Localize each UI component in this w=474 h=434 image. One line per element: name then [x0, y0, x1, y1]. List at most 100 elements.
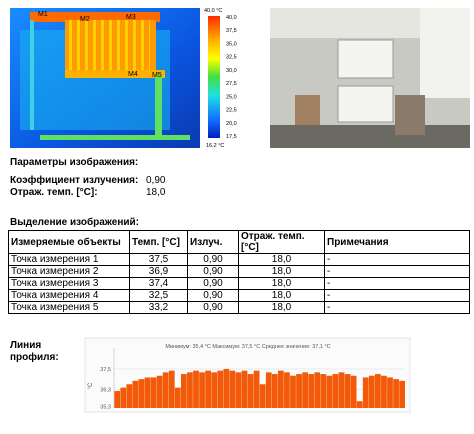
table-cell: 18,0	[238, 289, 325, 302]
bar	[338, 372, 345, 408]
marker-label: M2	[80, 16, 90, 23]
marker-label: M1	[38, 11, 48, 18]
profile-chart: Минимум: 35,4 °C Максимум: 37,5 °C Средн…	[84, 337, 411, 413]
bar	[314, 372, 321, 408]
scale-label: 25,0	[226, 94, 237, 100]
bar	[211, 372, 218, 408]
table-cell: 0,90	[187, 277, 239, 290]
y-tick-label: 36,3	[100, 387, 111, 393]
bar	[284, 372, 290, 408]
section-title: Параметры изображения:	[10, 157, 139, 168]
param-value: 0,90	[146, 175, 166, 186]
table-row: Точка измерения 5 33,2 0,90 18,0-	[8, 301, 470, 314]
bar	[174, 387, 181, 408]
table-cell: -	[324, 277, 470, 290]
scale-label: 40,0	[226, 15, 237, 21]
bar	[144, 377, 151, 408]
bar	[344, 374, 351, 408]
bar	[393, 379, 399, 408]
scale-label: 27,5	[226, 81, 237, 87]
bar	[187, 372, 193, 408]
table-cell: 36,9	[129, 265, 188, 278]
bar	[223, 368, 230, 408]
scale-label: 37,5	[226, 28, 237, 34]
profile-label: Линия профиля:	[10, 340, 59, 363]
bar	[265, 372, 272, 408]
bar	[399, 380, 405, 408]
section-title: Выделение изображений:	[10, 217, 139, 228]
scale-label: 32,5	[226, 55, 237, 61]
bar	[132, 380, 139, 408]
table-cell: 0,90	[187, 289, 239, 302]
table-cell: Излуч.	[187, 230, 239, 254]
scale-label: 35,0	[226, 41, 237, 47]
bar	[290, 375, 296, 408]
table-cell: Темп. [°C]	[129, 230, 188, 254]
table-cell: 0,90	[187, 301, 239, 314]
table-cell: 33,2	[129, 301, 188, 314]
table-cell: Точка измерения 1	[8, 253, 130, 266]
bar	[387, 377, 393, 408]
table-row: Точка измерения 3 37,4 0,90 18,0-	[8, 277, 470, 290]
marker-label: M4	[128, 71, 138, 78]
table-cell: 18,0	[238, 277, 325, 290]
bar	[199, 372, 205, 408]
param-value: 18,0	[146, 187, 166, 198]
table-cell: 37,5	[129, 253, 188, 266]
table-cell: Примечания	[324, 230, 470, 254]
scale-top: 40,0 °C	[204, 8, 222, 14]
bar	[332, 374, 339, 408]
table-row: Точка измерения 4 32,5 0,90 18,0-	[8, 289, 470, 302]
bar	[247, 374, 254, 408]
scale-bottom: 16,2 °C	[206, 143, 224, 149]
table-cell: -	[324, 253, 470, 266]
bar	[120, 387, 127, 408]
table-cell: Точка измерения 2	[8, 265, 130, 278]
table-row: Точка измерения 2 36,9 0,90 18,0-	[8, 265, 470, 278]
bar	[126, 384, 133, 408]
bar	[156, 375, 163, 408]
bar	[368, 375, 375, 408]
bar	[350, 375, 357, 408]
bar	[193, 370, 199, 408]
table-cell: Точка измерения 3	[8, 277, 130, 290]
bar	[259, 384, 266, 408]
color-scale	[208, 16, 220, 138]
table-cell: 0,90	[187, 253, 239, 266]
table-cell: Точка измерения 5	[8, 301, 130, 314]
table-cell: 18,0	[238, 253, 325, 266]
y-tick-label: 37,5	[100, 367, 111, 373]
bar	[374, 374, 381, 408]
table-cell: Измеряемые объекты	[8, 230, 130, 254]
bar	[308, 374, 315, 408]
bar	[235, 372, 242, 408]
bar	[241, 370, 248, 408]
bar	[302, 372, 308, 408]
scale-label: 22,5	[226, 108, 237, 114]
chart-summary: Минимум: 35,4 °C Максимум: 37,5 °C Средн…	[165, 344, 330, 350]
table-cell: -	[324, 265, 470, 278]
photo	[270, 8, 470, 148]
table-cell: 18,0	[238, 301, 325, 314]
thermal-image	[10, 8, 200, 148]
table-cell: 32,5	[129, 289, 188, 302]
bar	[253, 370, 260, 408]
bar	[205, 370, 211, 408]
markers: M1 M2 M3 M4 M5	[38, 11, 162, 79]
table-cell: 18,0	[238, 265, 325, 278]
bar	[114, 391, 121, 408]
bar	[326, 375, 333, 408]
bar	[138, 379, 145, 408]
table-cell: 37,4	[129, 277, 188, 290]
y-tick-label: 35,3	[100, 404, 111, 410]
marker-label: M3	[126, 14, 136, 21]
param-label: Отраж. темп. [°C]:	[10, 187, 98, 198]
bar	[362, 377, 369, 408]
table-row: Точка измерения 1 37,5 0,90 18,0-	[8, 253, 470, 266]
bar	[168, 370, 175, 408]
bar	[320, 374, 327, 408]
scale-label: 17,5	[226, 134, 237, 140]
bar	[229, 370, 236, 408]
